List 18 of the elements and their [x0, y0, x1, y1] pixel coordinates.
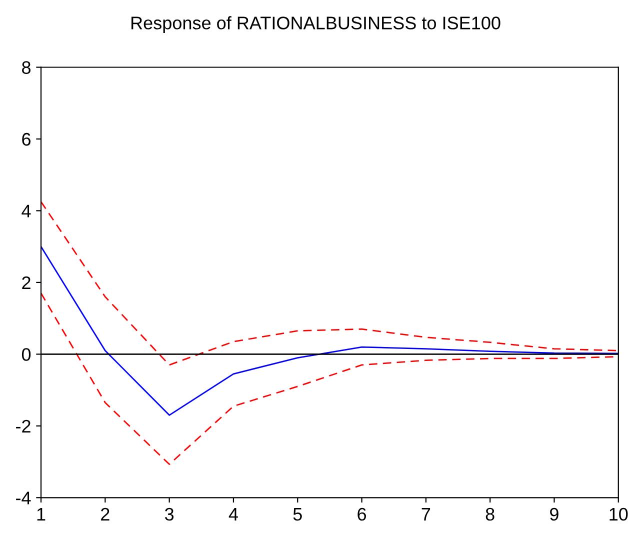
x-tick-label: 3	[164, 508, 174, 521]
x-tick-label: 7	[422, 508, 430, 520]
x-tick-label: 8	[486, 508, 494, 521]
y-tick-label: 0	[22, 348, 31, 361]
y-tick-label: -4	[16, 492, 31, 504]
y-tick-label: -2	[16, 420, 30, 432]
y-tick-label: 4	[22, 204, 31, 218]
x-tick-label: 6	[358, 508, 366, 521]
x-tick-label: 2	[101, 508, 110, 520]
x-tick-label: 1	[37, 508, 46, 520]
y-tick-label: 2	[22, 276, 30, 289]
x-tick-label: 10	[610, 508, 628, 521]
x-tick-label: 5	[293, 508, 302, 521]
chart-title: Response of RATIONALBUSINESS to ISE100	[131, 16, 500, 33]
y-tick-label: 8	[22, 61, 31, 74]
y-tick-label: 6	[22, 132, 30, 146]
x-tick-label: 9	[550, 508, 558, 521]
x-tick-label: 4	[228, 508, 238, 520]
